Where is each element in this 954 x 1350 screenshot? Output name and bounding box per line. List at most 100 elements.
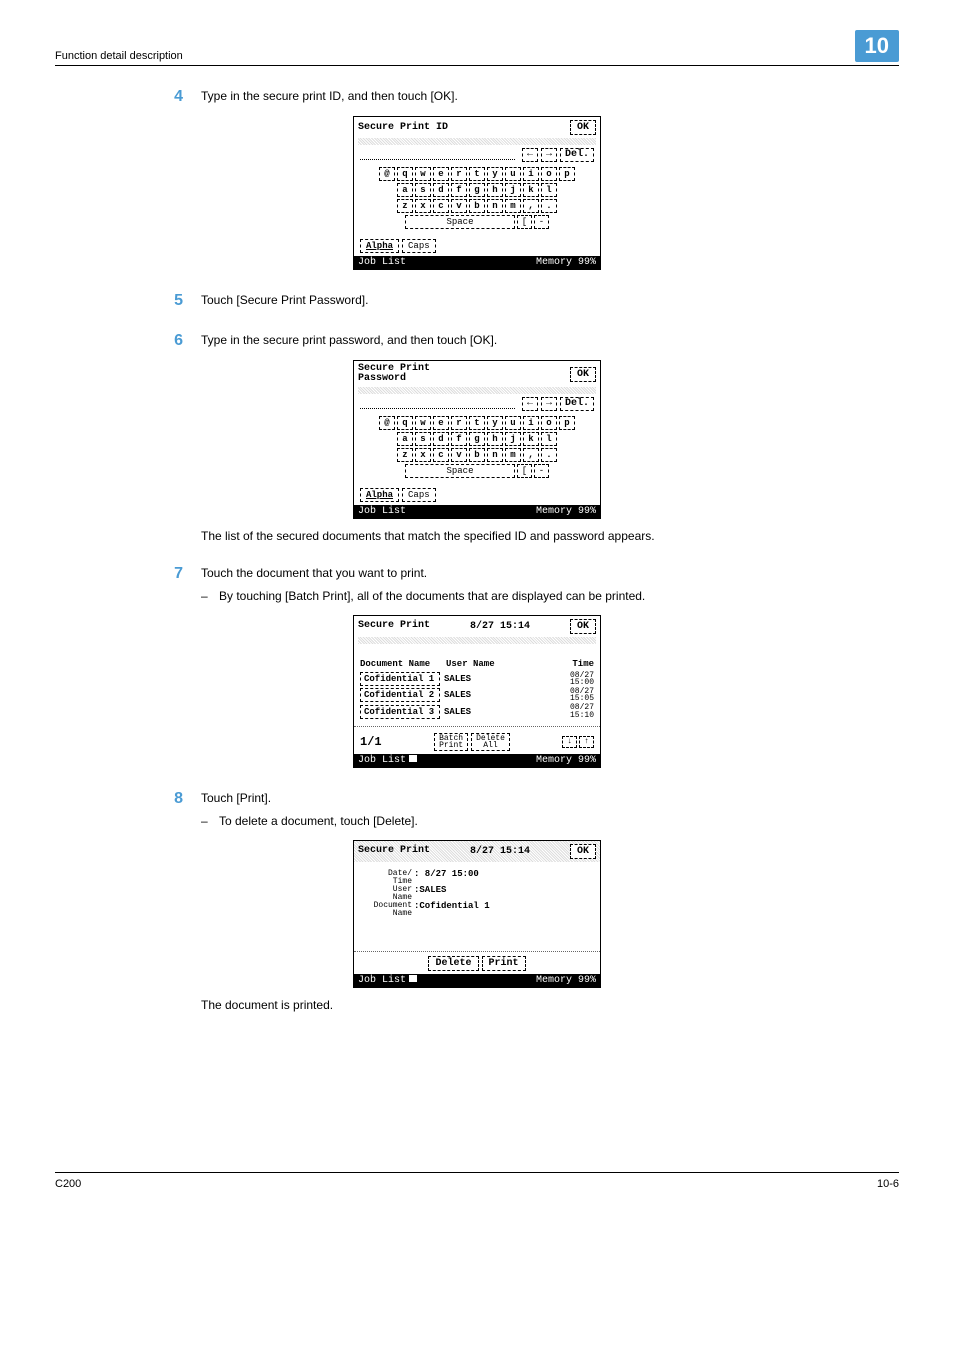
batch-print-button[interactable]: Batch Print — [434, 733, 468, 751]
table-row[interactable]: Cofidential 1SALES08/27 15:00 — [354, 671, 600, 687]
key-k[interactable]: k — [523, 432, 539, 446]
key-,[interactable]: , — [523, 199, 539, 213]
delete-button[interactable]: Del. — [560, 397, 594, 411]
key-f[interactable]: f — [451, 432, 467, 446]
alpha-mode-button[interactable]: Alpha — [360, 239, 399, 253]
key-x[interactable]: x — [415, 448, 431, 462]
key-u[interactable]: u — [505, 167, 521, 181]
key-.[interactable]: . — [541, 199, 557, 213]
key-o[interactable]: o — [541, 167, 557, 181]
key-f[interactable]: f — [451, 183, 467, 197]
key-w[interactable]: w — [415, 167, 431, 181]
key-l[interactable]: l — [541, 432, 557, 446]
key-u[interactable]: u — [505, 416, 521, 430]
key-g[interactable]: g — [469, 432, 485, 446]
key-o[interactable]: o — [541, 416, 557, 430]
key-a[interactable]: a — [397, 183, 413, 197]
key-s[interactable]: s — [415, 183, 431, 197]
table-row[interactable]: Cofidential 2SALES08/27 15:05 — [354, 687, 600, 703]
key-a[interactable]: a — [397, 432, 413, 446]
key-l[interactable]: l — [541, 183, 557, 197]
key-v[interactable]: v — [451, 199, 467, 213]
dash-key[interactable]: - — [534, 215, 549, 229]
job-list-button[interactable]: Job List — [358, 755, 417, 766]
key-w[interactable]: w — [415, 416, 431, 430]
cursor-left-button[interactable]: ← — [522, 397, 538, 411]
delete-button[interactable]: Delete — [428, 956, 478, 971]
key-e[interactable]: e — [433, 167, 449, 181]
key-q[interactable]: q — [397, 416, 413, 430]
doc-name-cell[interactable]: Cofidential 2 — [360, 688, 440, 702]
scroll-up-button[interactable]: ↑ — [579, 736, 594, 747]
key-h[interactable]: h — [487, 183, 503, 197]
key-,[interactable]: , — [523, 448, 539, 462]
key-n[interactable]: n — [487, 199, 503, 213]
cursor-right-button[interactable]: → — [541, 148, 557, 162]
col-header-time: Time — [530, 659, 594, 669]
ok-button[interactable]: OK — [570, 120, 596, 135]
doc-name-cell[interactable]: Cofidential 3 — [360, 705, 440, 719]
key-m[interactable]: m — [505, 448, 521, 462]
key-y[interactable]: y — [487, 416, 503, 430]
key-c[interactable]: c — [433, 199, 449, 213]
key-e[interactable]: e — [433, 416, 449, 430]
key-y[interactable]: y — [487, 167, 503, 181]
key-x[interactable]: x — [415, 199, 431, 213]
cursor-right-button[interactable]: → — [541, 397, 557, 411]
key-d[interactable]: d — [433, 183, 449, 197]
key-g[interactable]: g — [469, 183, 485, 197]
key-h[interactable]: h — [487, 432, 503, 446]
space-key[interactable]: Space — [405, 464, 515, 478]
table-row[interactable]: Cofidential 3SALES08/27 15:10 — [354, 703, 600, 719]
key-z[interactable]: z — [397, 199, 413, 213]
key-t[interactable]: t — [469, 167, 485, 181]
key-q[interactable]: q — [397, 167, 413, 181]
key-i[interactable]: i — [523, 416, 539, 430]
key-b[interactable]: b — [469, 199, 485, 213]
key-r[interactable]: r — [451, 416, 467, 430]
key-z[interactable]: z — [397, 448, 413, 462]
delete-all-button[interactable]: Delete All — [471, 733, 510, 751]
key-c[interactable]: c — [433, 448, 449, 462]
key-n[interactable]: n — [487, 448, 503, 462]
alpha-mode-button[interactable]: Alpha — [360, 488, 399, 502]
lcd-screenshot-2: Secure Print Password OK ← → Del. @qwert… — [55, 360, 899, 519]
key-b[interactable]: b — [469, 448, 485, 462]
job-list-button[interactable]: Job List — [358, 506, 406, 517]
bracket-key[interactable]: [ — [517, 464, 532, 478]
key-.[interactable]: . — [541, 448, 557, 462]
user-value: :SALES — [414, 886, 446, 902]
space-key[interactable]: Space — [405, 215, 515, 229]
key-i[interactable]: i — [523, 167, 539, 181]
ok-button[interactable]: OK — [570, 844, 596, 859]
caps-mode-button[interactable]: Caps — [402, 239, 436, 253]
input-field[interactable] — [360, 150, 515, 160]
key-p[interactable]: p — [559, 416, 575, 430]
key-@[interactable]: @ — [379, 416, 395, 430]
key-s[interactable]: s — [415, 432, 431, 446]
print-button[interactable]: Print — [482, 956, 526, 971]
key-t[interactable]: t — [469, 416, 485, 430]
key-m[interactable]: m — [505, 199, 521, 213]
key-d[interactable]: d — [433, 432, 449, 446]
input-field[interactable] — [360, 399, 515, 409]
dash-key[interactable]: - — [534, 464, 549, 478]
job-list-button[interactable]: Job List — [358, 257, 406, 268]
job-list-button[interactable]: Job List — [358, 975, 417, 986]
ok-button[interactable]: OK — [570, 619, 596, 634]
key-k[interactable]: k — [523, 183, 539, 197]
doc-name-cell[interactable]: Cofidential 1 — [360, 672, 440, 686]
bracket-key[interactable]: [ — [517, 215, 532, 229]
key-p[interactable]: p — [559, 167, 575, 181]
key-v[interactable]: v — [451, 448, 467, 462]
key-@[interactable]: @ — [379, 167, 395, 181]
ok-button[interactable]: OK — [570, 367, 596, 382]
caps-mode-button[interactable]: Caps — [402, 488, 436, 502]
delete-button[interactable]: Del. — [560, 148, 594, 162]
key-j[interactable]: j — [505, 183, 521, 197]
cursor-left-button[interactable]: ← — [522, 148, 538, 162]
scroll-down-button[interactable]: ↓ — [562, 736, 577, 747]
key-j[interactable]: j — [505, 432, 521, 446]
key-r[interactable]: r — [451, 167, 467, 181]
step-text: Touch the document that you want to prin… — [201, 565, 899, 582]
